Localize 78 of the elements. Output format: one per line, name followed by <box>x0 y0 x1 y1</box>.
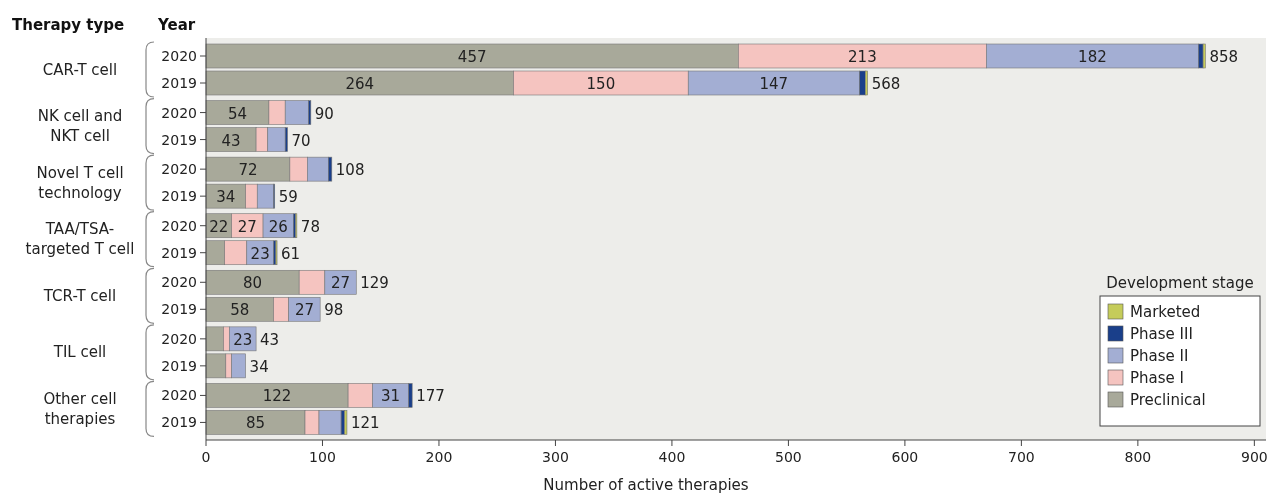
data-label: 72 <box>238 161 258 180</box>
y-tick-label: 2019 <box>161 131 197 148</box>
total-label: 61 <box>281 244 301 263</box>
y-tick-label: 2019 <box>161 357 197 374</box>
y-tick-label: 2020 <box>161 274 197 291</box>
total-label: 70 <box>291 131 311 150</box>
data-label: 31 <box>381 387 401 406</box>
legend-label: Marketed <box>1130 303 1201 321</box>
y-axis-title: Year <box>157 16 196 34</box>
y-tick-label: 2019 <box>161 244 197 261</box>
legend-label: Phase III <box>1130 325 1193 343</box>
y-tick-label: 2020 <box>161 217 197 234</box>
text: NK cell and NKT cell <box>37 107 123 146</box>
text: Other cell therapies <box>43 389 117 428</box>
data-label: 122 <box>262 387 292 406</box>
text: TAA/TSA-targeted T cell <box>25 220 135 259</box>
data-label: 23 <box>250 244 270 263</box>
total-label: 34 <box>249 357 269 376</box>
data-label: 182 <box>1078 48 1107 66</box>
total-label: 177 <box>416 387 445 406</box>
x-tick-label: 800 <box>1124 449 1152 465</box>
total-label: 78 <box>300 217 320 236</box>
x-tick-label: 100 <box>309 449 336 465</box>
text: Therapy type <box>12 16 125 34</box>
text: Novel T cell technology <box>36 163 124 202</box>
total-label: 858 <box>1209 48 1239 66</box>
text: CAR-T cell <box>42 60 118 79</box>
x-tick-label: 0 <box>201 449 211 465</box>
data-label: 22 <box>209 217 229 236</box>
x-tick-label: 700 <box>1008 449 1035 465</box>
data-label: 27 <box>237 217 257 236</box>
x-axis-title: Number of active therapies <box>543 476 749 494</box>
data-label: 43 <box>221 131 241 150</box>
legend-label: Phase I <box>1130 369 1184 387</box>
data-label: 150 <box>586 75 616 93</box>
data-label: 34 <box>216 188 236 207</box>
y-tick-label: 2019 <box>161 414 197 431</box>
y-tick-label: 2020 <box>161 387 197 404</box>
y-tick-label: 2019 <box>161 75 197 91</box>
y-tick-label: 2019 <box>161 301 197 318</box>
total-label: 98 <box>324 301 344 320</box>
text: TCR-T cell <box>42 286 117 305</box>
total-label: 568 <box>871 75 901 93</box>
bar <box>344 410 348 435</box>
data-label: 26 <box>268 217 288 236</box>
legend-label: Phase II <box>1130 347 1189 365</box>
data-label: 147 <box>759 75 789 93</box>
total-label: 43 <box>260 330 280 349</box>
data-label: 457 <box>457 48 487 66</box>
x-tick-label: 600 <box>891 449 919 465</box>
x-tick-label: 200 <box>425 449 453 465</box>
data-label: 85 <box>245 414 266 433</box>
data-label: 80 <box>243 274 263 293</box>
x-tick-label: 400 <box>658 449 686 465</box>
data-label: 58 <box>230 301 250 320</box>
total-label: 90 <box>314 104 334 123</box>
legend-label: Preclinical <box>1130 391 1206 409</box>
x-tick-label: 900 <box>1240 449 1268 465</box>
data-label: 27 <box>330 274 351 293</box>
x-tick-label: 300 <box>542 449 569 465</box>
y-tick-label: 2019 <box>161 188 197 205</box>
data-label: 213 <box>848 48 877 66</box>
data-label: 27 <box>294 301 314 320</box>
legend-title: Development stage <box>1106 274 1254 292</box>
y-tick-label: 2020 <box>161 161 197 178</box>
y-tick-label: 2020 <box>161 48 197 64</box>
y-tick-label: 2020 <box>161 104 197 121</box>
text: TIL cell <box>52 343 107 362</box>
total-label: 59 <box>278 188 298 207</box>
bar <box>1202 43 1206 69</box>
total-label: 121 <box>350 414 380 433</box>
x-tick-label: 500 <box>775 449 802 465</box>
data-label: 23 <box>233 330 253 349</box>
data-label: 264 <box>345 75 375 93</box>
total-label: 108 <box>335 161 365 180</box>
y-tick-label: 2020 <box>161 330 197 347</box>
data-label: 54 <box>227 104 247 123</box>
total-label: 129 <box>360 274 389 293</box>
